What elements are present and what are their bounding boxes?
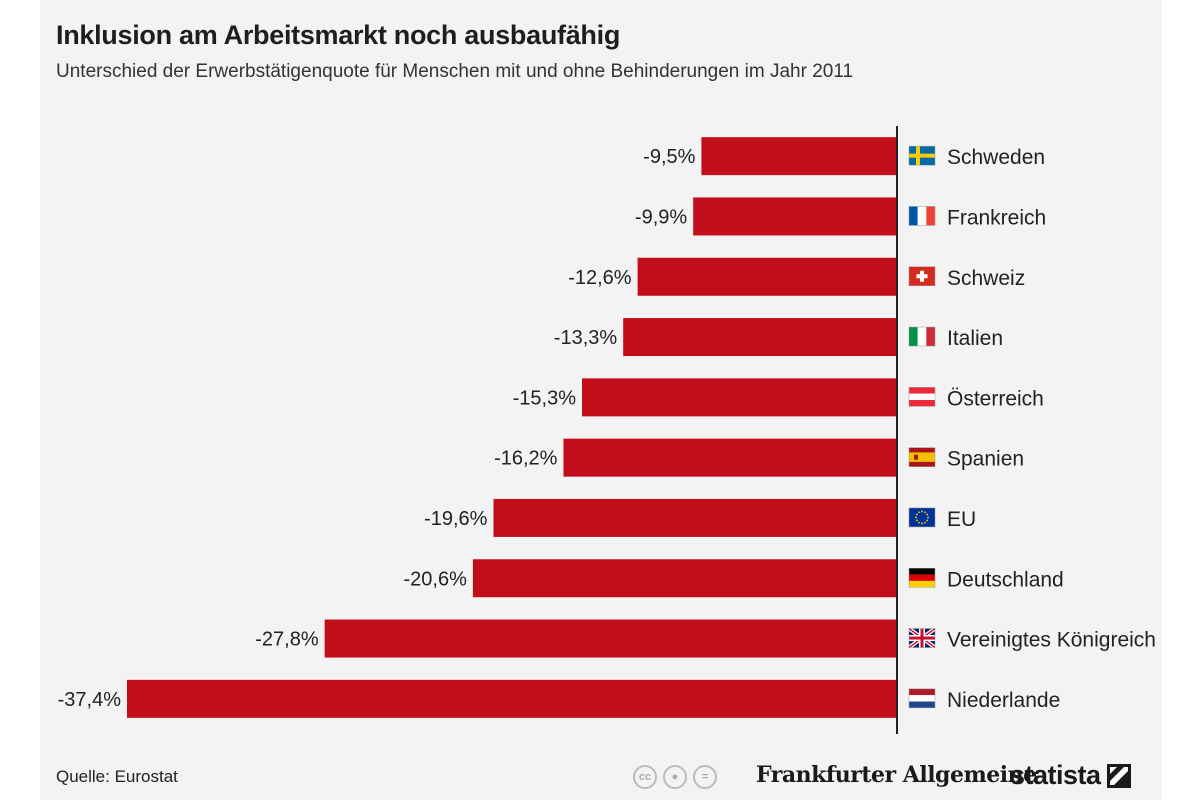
bar-netherlands	[127, 679, 897, 718]
source-note: Quelle: Eurostat	[56, 767, 178, 786]
category-label: Frankreich	[947, 206, 1046, 229]
bar-italy	[623, 318, 897, 357]
bar-eu	[493, 498, 897, 537]
austria-flag-icon	[908, 387, 936, 407]
category-label: Spanien	[947, 448, 1024, 471]
value-label: -15,3%	[513, 387, 577, 409]
netherlands-flag-icon	[908, 688, 936, 709]
value-label: -27,8%	[255, 629, 319, 651]
category-label: Schweden	[947, 146, 1045, 169]
value-label: -37,4%	[58, 689, 122, 711]
value-label: -13,3%	[554, 327, 618, 349]
bar-sweden	[701, 137, 897, 176]
bar-germany	[472, 559, 897, 598]
category-label: Österreich	[947, 387, 1044, 410]
value-label: -19,6%	[424, 508, 488, 530]
bar-uk	[324, 619, 897, 658]
statista-wordmark: statista	[1010, 760, 1101, 790]
statista-logo: statista	[1010, 760, 1131, 791]
bar-spain	[563, 438, 897, 477]
license-icons: cc ● =	[633, 765, 717, 789]
attribution-icon: ●	[663, 765, 687, 789]
chart-title: Inklusion am Arbeitsmarkt noch ausbaufäh…	[56, 20, 621, 50]
sweden-flag-icon	[908, 145, 936, 166]
germany-flag-icon	[908, 568, 936, 588]
uk-flag-icon	[907, 626, 937, 650]
value-label: -20,6%	[404, 568, 468, 590]
bar-france	[693, 197, 897, 236]
value-label: -12,6%	[568, 267, 632, 289]
cc-icon: cc	[633, 765, 657, 789]
category-label: Schweiz	[947, 267, 1025, 290]
chart-subtitle: Unterschied der Erwerbstätigenquote für …	[56, 61, 854, 82]
category-label: Vereinigtes Königreich	[947, 629, 1156, 652]
spain-flag-icon	[908, 447, 936, 467]
value-label: -9,9%	[635, 206, 687, 228]
value-label: -16,2%	[494, 448, 558, 470]
switzerland-flag-icon	[908, 266, 936, 286]
italy-flag-icon	[908, 326, 936, 347]
bar-switzerland	[637, 257, 897, 296]
category-label: Deutschland	[947, 568, 1064, 591]
statista-icon	[1106, 763, 1131, 788]
category-label: Niederlande	[947, 689, 1060, 712]
category-label: Italien	[947, 327, 1003, 350]
france-flag-icon	[908, 206, 936, 226]
bar-austria	[582, 378, 897, 417]
faz-logo: Frankfurter Allgemeine	[756, 762, 1037, 788]
no-derivatives-icon: =	[693, 765, 717, 789]
category-label: EU	[947, 508, 976, 531]
value-label: -9,5%	[643, 146, 695, 168]
eu-flag-icon	[908, 507, 936, 528]
